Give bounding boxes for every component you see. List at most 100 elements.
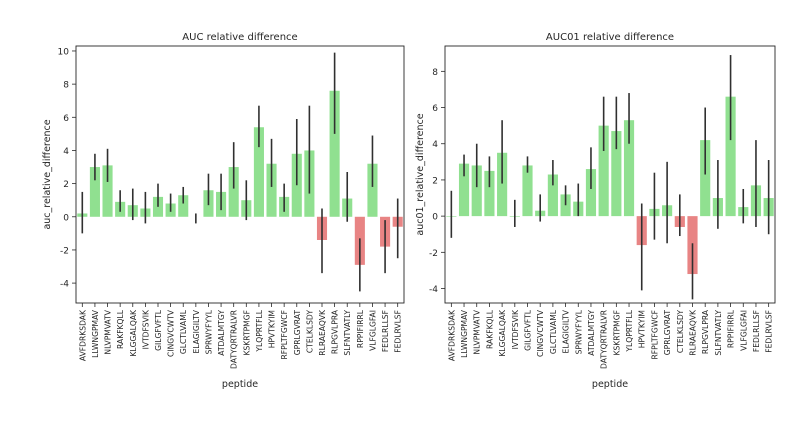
bar — [700, 140, 711, 217]
y-tick-label: 2 — [432, 176, 438, 186]
x-tick-label: RAKFKQLL — [485, 309, 494, 349]
bar — [178, 195, 189, 217]
bar — [291, 153, 302, 217]
bar — [89, 167, 100, 217]
x-tick-label: GILGFVFTL — [524, 309, 533, 351]
x-tick-label: KLGGALQAK — [498, 309, 507, 357]
y-tick-label: 4 — [432, 140, 438, 150]
x-tick-label: AVFDRKSDAK — [78, 309, 87, 361]
x-tick-label: VLFGLGFAI — [739, 310, 748, 351]
y-axis-label: auc01_relative_difference — [415, 113, 426, 235]
x-tick-label: RLRAEAQVK — [689, 309, 698, 356]
x-tick-label: SPRWYFYYL — [204, 309, 213, 354]
x-tick-label: FEDLRVLSF — [765, 310, 774, 353]
bar — [598, 125, 609, 217]
y-tick-label: 8 — [63, 81, 69, 91]
x-tick-label: ELAGIGILTV — [192, 309, 201, 353]
x-tick-label: CTELKLSDY — [676, 310, 685, 353]
y-tick-label: 4 — [63, 147, 69, 157]
x-tick-label: FEDLRLLSF — [752, 310, 761, 352]
bar — [253, 127, 264, 217]
bar — [228, 167, 239, 217]
x-tick-label: CTELKLSDY — [305, 310, 314, 353]
x-tick-label: HPVTKYIM — [638, 310, 647, 348]
x-axis-label: peptide — [222, 379, 258, 390]
x-tick-label: RAKFKQLL — [116, 309, 125, 349]
bar — [367, 163, 378, 217]
chart-panel-2: AUC01 relative difference -4 -2 0 2 4 6 8 auc01_… — [415, 32, 776, 390]
bar — [266, 163, 277, 217]
x-tick-label: KSKRTPMGF — [612, 310, 621, 356]
x-tick-label: GLCTLVAML — [549, 309, 558, 354]
x-tick-label: RLRAEAQVK — [318, 309, 327, 356]
bar — [522, 165, 533, 217]
bar — [484, 170, 495, 217]
bar — [329, 90, 340, 217]
chart-title: AUC relative difference — [182, 32, 297, 43]
x-tick-label: AVFDRKSDAK — [447, 309, 456, 361]
x-tick-label: DATYQRTRALVR — [600, 309, 609, 369]
plot-frame — [75, 45, 405, 304]
x-tick-label: NLVPMVATV — [104, 309, 113, 354]
bar — [547, 174, 558, 217]
y-tick-label: 2 — [63, 180, 69, 190]
y-tick-label: 8 — [432, 68, 438, 78]
plot-frame — [444, 45, 776, 304]
y-tick-label: -4 — [60, 280, 69, 290]
x-tick-label: RFPLTFGWCF — [280, 310, 289, 359]
bar — [585, 169, 597, 217]
bar — [611, 131, 622, 217]
x-tick-label: RLPGVLPRA — [701, 309, 710, 354]
x-tick-label: LLWNGPMAV — [91, 309, 100, 358]
x-tick-label: HPVTKYIM — [268, 310, 277, 348]
x-tick-label: GLCTLVAML — [179, 309, 188, 354]
x-tick-label: ATDALMTGY — [587, 310, 596, 356]
x-tick-label: IVTDFSVIK — [141, 309, 150, 349]
x-tick-label: IVTDFSVIK — [511, 309, 520, 349]
bar — [623, 120, 635, 217]
x-tick-label: DATYQRTRALVR — [230, 309, 239, 369]
y-tick-label: 0 — [63, 213, 69, 223]
x-tick-label: LLWNGPMAV — [460, 309, 469, 358]
x-tick-label: FEDLRVLSF — [394, 310, 403, 353]
chart-title: AUC01 relative difference — [546, 32, 674, 43]
x-tick-label: RPPIFIRRL — [356, 309, 365, 348]
x-tick-label: NLVPMVATV — [473, 309, 482, 354]
x-tick-label: ELAGIGILTV — [562, 309, 571, 353]
x-tick-label: FEDLRLLSF — [381, 310, 390, 352]
bar — [102, 165, 113, 217]
y-tick-label: 6 — [432, 104, 438, 114]
x-tick-label: CINGVCWTV — [536, 309, 545, 357]
x-tick-label: ATDALMTGY — [217, 310, 226, 356]
x-tick-label: SPRWYFYYL — [574, 309, 583, 354]
y-tick-label: -2 — [60, 246, 69, 256]
y-axis-label: auc_relative_difference — [42, 119, 53, 229]
x-axis-label: peptide — [592, 379, 628, 390]
x-tick-label: YLQPRTFLL — [255, 309, 264, 352]
x-tick-label: VLFGLGFAI — [368, 310, 377, 351]
y-tick-label: 10 — [58, 47, 70, 57]
x-tick-label: YLQPRTFLL — [625, 309, 634, 352]
bar — [725, 96, 736, 217]
x-tick-label: RPPIFIRRL — [727, 309, 736, 348]
x-tick-label: GPRLGVRAT — [663, 310, 672, 356]
x-tick-label: SLFNTVATLY — [714, 310, 723, 356]
x-tick-label: KSKRTPMGF — [242, 310, 251, 356]
y-tick-label: 0 — [432, 213, 438, 223]
x-tick-label: SLFNTVATLY — [343, 310, 352, 356]
y-tick-label: -2 — [429, 249, 438, 259]
bar — [471, 165, 482, 217]
bar — [458, 163, 470, 217]
x-tick-label: CINGVCWTV — [167, 309, 176, 357]
x-tick-label: RLPGVLPRA — [331, 309, 340, 354]
x-tick-label: GILGFVFTL — [154, 309, 163, 351]
x-tick-label: GPRLGVRAT — [293, 310, 302, 356]
y-tick-label: -4 — [429, 285, 438, 295]
x-tick-label: KLGGALQAK — [129, 309, 138, 357]
x-tick-label: RFPLTFGWCF — [650, 310, 659, 359]
bar — [497, 152, 508, 217]
y-tick-label: 6 — [63, 114, 69, 124]
chart-panel-1: AUC relative difference -4 -2 0 2 4 6 8 10 auc_re… — [42, 32, 405, 390]
